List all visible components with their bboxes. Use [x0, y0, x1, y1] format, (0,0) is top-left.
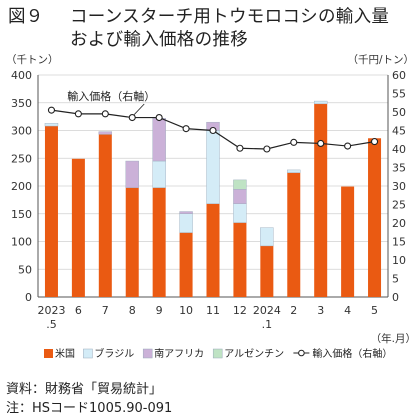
y-tick-label: 400	[11, 69, 32, 82]
bar-ar	[233, 179, 247, 190]
legend-label-price: 輸入価格（右軸）	[312, 347, 392, 360]
bar-us	[314, 103, 328, 297]
legend-swatch-us	[44, 349, 53, 358]
bar-za	[125, 160, 139, 188]
y-tick-label: 350	[11, 97, 32, 110]
legend-label-ar: アルゼンチン	[224, 348, 284, 360]
price-point	[370, 138, 379, 146]
price-point	[47, 106, 56, 114]
bar-us	[368, 138, 382, 297]
y2-tick-label: 60	[392, 69, 406, 82]
line-annotation: 輸入価格（右軸）	[67, 89, 155, 103]
y-tick-label: 150	[11, 208, 32, 221]
price-point	[128, 114, 136, 122]
bar-br	[260, 227, 274, 247]
y2-tick-label: 15	[392, 236, 406, 249]
price-point	[74, 110, 82, 118]
bar-us	[260, 245, 274, 297]
x-tick-label: 12	[233, 304, 247, 317]
y-tick-label: 100	[11, 236, 32, 249]
price-point	[236, 144, 244, 152]
bar-br	[152, 160, 166, 188]
y-tick-label: 300	[11, 125, 32, 138]
x-tick-label: .1	[262, 318, 273, 331]
y2-tick-label: 45	[392, 125, 406, 138]
y2-tick-label: 50	[392, 106, 406, 119]
bar-za	[179, 211, 193, 214]
title-line-2: および輸入価格の推移	[70, 30, 248, 50]
price-point	[344, 142, 352, 150]
bar-br	[179, 213, 193, 233]
bar-us	[98, 134, 112, 297]
bar-us	[71, 158, 85, 297]
x-tick-label: 6	[75, 304, 82, 317]
price-point	[209, 126, 217, 135]
bar-us	[341, 186, 355, 297]
source-note: 資料：財務省「貿易統計」	[6, 382, 163, 397]
y-tick-label: 250	[11, 152, 32, 165]
x-tick-label: 5	[371, 304, 378, 317]
x-tick-label: 2	[290, 304, 297, 317]
title-line-1: コーンスターチ用トウモロコシの輸入量	[70, 7, 390, 27]
hs-code-note: 注：HSコード1005.90-091	[6, 401, 173, 416]
legend-label-za: 南アフリカ	[154, 347, 204, 360]
y-tick-label: 200	[11, 180, 32, 193]
bar-za	[98, 131, 113, 135]
legend-marker	[298, 349, 305, 357]
price-point	[263, 145, 271, 153]
y2-tick-label: 0	[392, 291, 399, 304]
x-tick-label: 9	[156, 304, 163, 317]
x-tick-label: .5	[46, 318, 57, 331]
y2-tick-label: 10	[392, 254, 406, 267]
bar-br	[206, 130, 220, 204]
legend-swatch-za	[142, 348, 153, 359]
bar-br	[287, 169, 301, 173]
y2-tick-label: 40	[392, 143, 406, 156]
y-tick-label: 50	[18, 263, 32, 276]
bar-br	[313, 100, 328, 105]
x-tick-label: 2024	[253, 304, 281, 317]
y2-tick-label: 35	[392, 162, 406, 175]
y-tick-label: 0	[25, 291, 32, 304]
figure-title: 図９ コーンスターチ用トウモロコシの輸入量 および輸入価格の推移	[8, 6, 416, 52]
figure-number: 図９	[8, 7, 44, 27]
bar-us	[152, 187, 166, 297]
price-point	[317, 139, 325, 147]
annotation-leader	[133, 103, 145, 115]
legend-swatch-br	[83, 348, 93, 359]
price-point	[290, 138, 298, 146]
bar-za	[152, 118, 166, 162]
y2-tick-label: 55	[392, 88, 406, 101]
right-unit-label: （千円/トン）	[347, 54, 414, 66]
x-tick-label: 10	[179, 304, 193, 317]
y2-tick-label: 25	[392, 199, 406, 212]
legend-swatch-ar	[212, 348, 223, 359]
bar-us	[233, 222, 247, 297]
bar-us	[44, 126, 58, 297]
x-tick-label: 8	[129, 304, 136, 317]
x-tick-label: 7	[102, 304, 109, 317]
legend-label-br: ブラジル	[94, 347, 134, 360]
x-tick-label: 4	[344, 304, 351, 317]
bar-us	[179, 232, 193, 297]
x-unit-label: （年.月）	[371, 332, 416, 345]
x-tick-label: 11	[206, 304, 220, 317]
bar-za	[233, 189, 247, 204]
x-tick-label: 3	[317, 304, 324, 317]
legend-label-us: 米国	[55, 347, 75, 360]
bar-us	[287, 172, 301, 297]
price-point	[155, 114, 163, 122]
bar-br	[44, 123, 59, 127]
bar-us	[125, 187, 139, 297]
y2-tick-label: 20	[392, 217, 406, 230]
bar-us	[206, 203, 220, 297]
price-point	[101, 110, 109, 118]
left-unit-label: （千トン）	[6, 54, 59, 66]
price-point	[182, 125, 190, 133]
x-tick-label: 2023	[37, 304, 65, 317]
bar-br	[233, 203, 247, 223]
y2-tick-label: 30	[392, 180, 406, 193]
y2-tick-label: 5	[392, 273, 399, 286]
